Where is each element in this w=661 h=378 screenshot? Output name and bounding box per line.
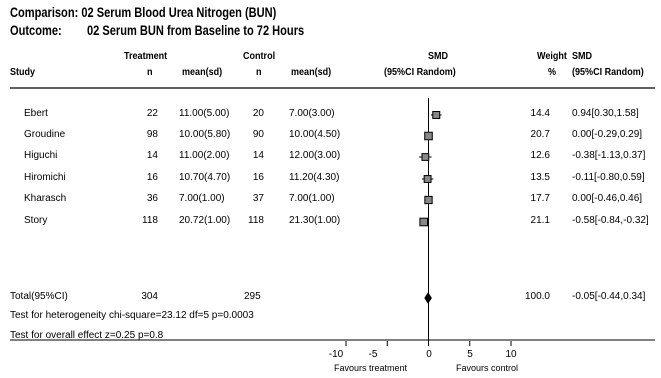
study-name: Story [24, 215, 48, 226]
smd-ci-value: -0.38[-1.13,0.37] [572, 150, 646, 161]
weight-header: Weight [537, 50, 567, 62]
tick-label-neg10: -10 [328, 349, 344, 360]
study-name: Kharasch [24, 193, 67, 204]
outcome-label: Outcome: [10, 23, 62, 38]
treatment-n: 118 [142, 215, 158, 226]
smd-ci-value: 0.00[-0.29,0.29] [572, 129, 643, 140]
smd-ci-value: 0.94[0.30,1.58] [572, 108, 639, 119]
point-estimate [432, 111, 441, 119]
point-estimate [419, 217, 429, 227]
control-n: 118 [248, 215, 264, 226]
total-control-n: 295 [244, 291, 261, 302]
pooled-diamond [424, 292, 432, 304]
heterogeneity-test: Test for heterogeneity chi-square=23.12 … [10, 310, 254, 321]
control-mean-sd: 10.00(4.50) [289, 129, 341, 140]
study-name: Hiromichi [24, 172, 66, 183]
control-mean-sd: 7.00(3.00) [289, 108, 335, 119]
control-mean-sd: 21.30(1.00) [289, 215, 341, 226]
point-estimate [424, 131, 433, 141]
control-mean-sd: 7.00(1.00) [289, 193, 335, 204]
total-weight: 100.0 [524, 291, 550, 302]
control-n: 20 [252, 108, 264, 119]
total-smd-ci: -0.05[-0.44,0.34] [572, 291, 646, 302]
study-name: Groudine [24, 129, 66, 140]
total-treatment-n: 304 [141, 291, 158, 302]
treatment-header: Treatment [124, 50, 168, 62]
outcome-title: 02 Serum BUN from Baseline to 72 Hours [87, 23, 305, 38]
weight-value: 12.6 [530, 150, 550, 161]
treatment-n-header: n [147, 66, 153, 78]
treatment-mean-sd: 20.72(1.00) [179, 215, 231, 226]
weight-value: 21.1 [530, 215, 550, 226]
ci-result-header: (95%CI Random) [572, 66, 644, 78]
percent-header: % [548, 66, 557, 78]
tick-label-5: 5 [467, 349, 473, 360]
smd-ci-value: -0.58[-0.84,-0.32] [572, 215, 649, 226]
weight-value: 20.7 [530, 129, 550, 140]
treatment-n: 22 [146, 108, 158, 119]
smd-header: SMD [428, 50, 449, 62]
treatment-mean-sd: 10.00(5.80) [179, 129, 231, 140]
ci-header: (95%CI Random) [384, 66, 456, 78]
treatment-n: 98 [146, 129, 158, 140]
tick-label-0: 0 [426, 349, 432, 360]
point-estimate [421, 153, 430, 161]
weight-value: 13.5 [530, 172, 550, 183]
smd-ci-value: 0.00[-0.46,0.46] [572, 193, 643, 204]
control-n-header: n [256, 66, 262, 78]
point-estimate [423, 175, 432, 183]
control-n: 90 [252, 129, 264, 140]
treatment-mean-header: mean(sd) [182, 66, 223, 78]
treatment-n: 14 [146, 150, 158, 161]
study-name: Ebert [24, 108, 48, 119]
treatment-mean-sd: 11.00(5.00) [179, 108, 230, 119]
comparison-title: Comparison: 02 Serum Blood Urea Nitrogen… [10, 5, 277, 20]
smd-ci-value: -0.11[-0.80,0.59] [572, 172, 645, 183]
total-label: Total(95%CI) [10, 291, 68, 302]
point-estimate [424, 195, 433, 205]
control-n: 16 [252, 172, 264, 183]
study-name: Higuchi [24, 150, 58, 161]
smd-result-header: SMD [572, 50, 593, 62]
control-header: Control [243, 50, 276, 62]
control-n: 37 [252, 193, 264, 204]
treatment-mean-sd: 10.70(4.70) [179, 172, 231, 183]
treatment-n: 16 [146, 172, 158, 183]
weight-value: 14.4 [530, 108, 550, 119]
weight-value: 17.7 [530, 193, 550, 204]
treatment-mean-sd: 7.00(1.00) [179, 193, 225, 204]
control-mean-header: mean(sd) [291, 66, 332, 78]
tick-label-10: 10 [505, 349, 517, 360]
treatment-mean-sd: 11.00(2.00) [179, 150, 230, 161]
study-header: Study [10, 66, 36, 78]
control-n: 14 [252, 150, 264, 161]
favours-control-label: Favours control [456, 363, 519, 373]
tick-label-neg5: -5 [368, 349, 378, 360]
favours-treatment-label: Favours treatment [334, 363, 408, 373]
treatment-n: 36 [146, 193, 158, 204]
control-mean-sd: 12.00(3.00) [289, 150, 341, 161]
control-mean-sd: 11.20(4.30) [289, 172, 340, 183]
overall-effect-test: Test for overall effect z=0.25 p=0.8 [10, 330, 164, 341]
